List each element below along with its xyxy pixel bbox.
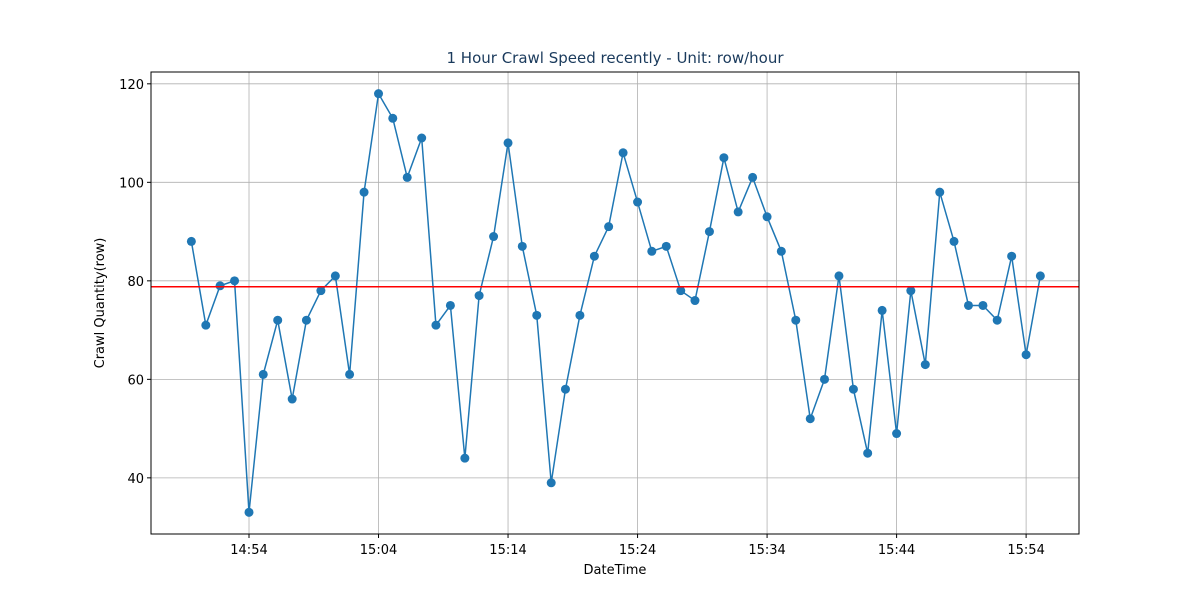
x-tick-label: 14:54	[230, 543, 267, 558]
data-point	[791, 315, 801, 325]
data-point	[273, 315, 283, 325]
data-point	[892, 429, 902, 439]
data-point	[805, 414, 815, 424]
data-point	[244, 507, 254, 517]
data-point	[690, 296, 700, 306]
data-point	[575, 310, 585, 320]
data-point	[517, 241, 527, 251]
data-point	[1021, 350, 1031, 360]
data-point	[301, 315, 311, 325]
y-tick-label: 60	[127, 373, 144, 388]
data-point	[661, 241, 671, 251]
data-point	[618, 148, 628, 158]
data-point	[963, 300, 973, 310]
x-tick-label: 15:34	[748, 543, 785, 558]
data-point	[445, 300, 455, 310]
data-point	[819, 374, 829, 384]
data-point	[474, 291, 484, 301]
data-point	[359, 187, 369, 197]
data-point	[920, 360, 930, 370]
x-axis-label: DateTime	[584, 563, 647, 578]
series-line	[190, 91, 1042, 513]
y-tick-label: 40	[127, 472, 144, 487]
data-point	[417, 133, 427, 143]
data-point	[877, 305, 887, 315]
data-point	[604, 222, 614, 232]
data-point	[834, 271, 844, 281]
data-point	[978, 300, 988, 310]
data-point	[992, 315, 1002, 325]
data-point	[863, 448, 873, 458]
plot-frame	[150, 71, 1080, 535]
data-point	[1035, 271, 1045, 281]
data-point	[345, 369, 355, 379]
data-point	[546, 478, 556, 488]
y-tick-label: 100	[119, 176, 144, 191]
data-point	[330, 271, 340, 281]
y-tick-label: 80	[127, 275, 144, 290]
data-point	[388, 113, 398, 123]
data-point	[503, 138, 513, 148]
data-point	[733, 207, 743, 217]
data-point	[201, 320, 211, 330]
data-point	[647, 246, 657, 256]
data-point	[704, 227, 714, 237]
data-point	[935, 187, 945, 197]
data-point	[633, 197, 643, 207]
data-point	[848, 384, 858, 394]
y-tick-label: 120	[119, 78, 144, 93]
data-point	[316, 286, 326, 296]
data-point	[532, 310, 542, 320]
data-point	[287, 394, 297, 404]
data-point	[1007, 251, 1017, 261]
data-point	[402, 172, 412, 182]
data-point	[676, 286, 686, 296]
data-point	[215, 281, 225, 291]
data-point	[906, 286, 916, 296]
y-axis-label: Crawl Quantity(row)	[93, 238, 108, 369]
chart-title: 1 Hour Crawl Speed recently - Unit: row/…	[446, 49, 784, 67]
data-point	[460, 453, 470, 463]
x-tick-label: 15:44	[878, 543, 915, 558]
x-tick-label: 15:04	[360, 543, 397, 558]
data-point	[489, 232, 499, 242]
data-point	[431, 320, 441, 330]
data-point	[230, 276, 240, 286]
x-tick-label: 15:14	[489, 543, 526, 558]
x-tick-label: 15:54	[1007, 543, 1044, 558]
data-point	[748, 172, 758, 182]
data-point	[186, 236, 196, 246]
data-point	[589, 251, 599, 261]
data-point	[949, 236, 959, 246]
data-point	[258, 369, 268, 379]
data-point	[719, 153, 729, 163]
data-point	[560, 384, 570, 394]
data-point	[762, 212, 772, 222]
data-point	[776, 246, 786, 256]
x-tick-label: 15:24	[619, 543, 656, 558]
data-point	[374, 89, 384, 99]
